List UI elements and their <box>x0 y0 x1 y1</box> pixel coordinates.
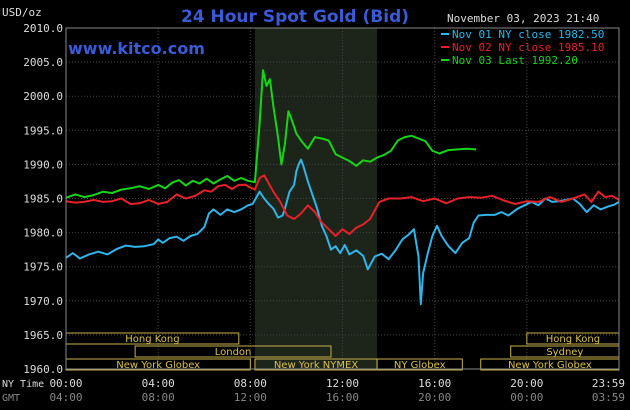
x-axis-ticks: 00:0004:0004:0008:0008:0012:0012:0016:00… <box>49 377 625 404</box>
session-label: NY Globex <box>394 360 446 371</box>
y-axis-ticks: 2010.0 2005.0 2000.0 1995.0 1990.0 1985.0 1980… <box>23 22 63 376</box>
x-tick-label-gmt: 20:00 <box>418 391 451 404</box>
x-tick-label-ny: 23:59 <box>592 377 625 390</box>
x-tick-label-gmt: 03:59 <box>592 391 625 404</box>
y-tick-label: 1975.0 <box>23 261 63 274</box>
series-line-1 <box>65 158 620 306</box>
legend-entry: Nov 01 NY close 1982.50 <box>452 28 604 41</box>
x-tick-label-gmt: 16:00 <box>326 391 359 404</box>
x-tick-label-ny: 16:00 <box>418 377 451 390</box>
y-tick-label: 1970.0 <box>23 295 63 308</box>
y-tick-label: 1980.0 <box>23 227 63 240</box>
ny-time-label: NY Time <box>2 379 44 390</box>
x-tick-label-gmt: 00:00 <box>510 391 543 404</box>
trading-sessions: Hong Kong London New York Globex New York N… <box>65 332 620 371</box>
x-tick-label-gmt: 12:00 <box>234 391 267 404</box>
x-tick-label-gmt: 04:00 <box>49 391 82 404</box>
y-tick-label: 2005.0 <box>23 56 63 69</box>
timestamp: November 03, 2023 21:40 <box>447 12 599 25</box>
nymex-session-highlight <box>254 28 378 369</box>
x-tick-label-ny: 00:00 <box>49 377 82 390</box>
session-label: Hong Kong <box>546 334 600 345</box>
x-tick-label-gmt: 08:00 <box>142 391 175 404</box>
website-link[interactable]: www.kitco.com <box>68 39 205 58</box>
series-line-2 <box>65 174 620 237</box>
y-tick-label: 1965.0 <box>23 329 63 342</box>
session-bar <box>134 345 332 358</box>
legend-entry: Nov 02 NY close 1985.10 <box>452 41 604 54</box>
series-layer <box>65 69 620 306</box>
session-label: New York Globex <box>508 360 592 371</box>
y-tick-label: 2000.0 <box>23 90 63 103</box>
y-tick-label: 2010.0 <box>23 22 63 35</box>
series-line-3 <box>65 69 477 199</box>
session-label: New York Globex <box>116 360 200 371</box>
gmt-label: GMT <box>2 393 20 404</box>
session-label: London <box>215 347 252 358</box>
y-tick-label: 1985.0 <box>23 193 63 206</box>
x-tick-label-ny: 12:00 <box>326 377 359 390</box>
unit-label: USD/oz <box>2 6 42 19</box>
session-bar <box>376 358 463 371</box>
y-tick-label: 1990.0 <box>23 158 63 171</box>
plot-frame <box>65 27 620 370</box>
x-tick-label-ny: 20:00 <box>510 377 543 390</box>
legend-entry: Nov 03 Last 1992.20 <box>452 54 578 67</box>
session-label: Sydney <box>546 347 583 358</box>
y-tick-label: 1960.0 <box>23 363 63 376</box>
chart-title: 24 Hour Spot Gold (Bid) <box>181 7 409 27</box>
x-tick-label-ny: 08:00 <box>234 377 267 390</box>
session-label: Hong Kong <box>125 334 179 345</box>
y-tick-label: 1995.0 <box>23 124 63 137</box>
x-tick-label-ny: 04:00 <box>142 377 175 390</box>
session-label: New York NYMEX <box>274 360 359 371</box>
